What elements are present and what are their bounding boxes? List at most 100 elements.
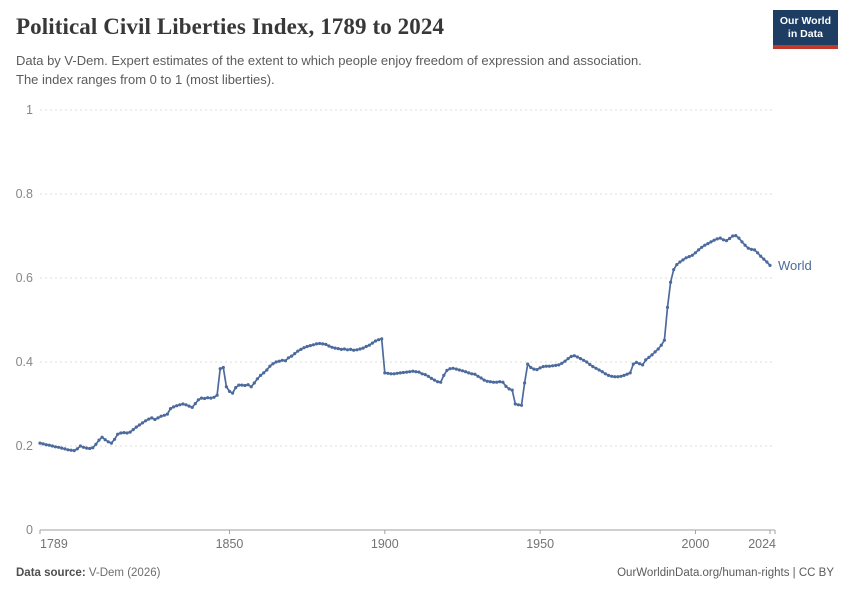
chart-title: Political Civil Liberties Index, 1789 to… <box>16 14 445 39</box>
data-point <box>510 388 514 392</box>
data-point <box>625 372 629 376</box>
data-point <box>78 444 82 448</box>
data-point <box>743 243 747 247</box>
data-point <box>224 385 228 389</box>
data-point <box>392 372 396 376</box>
data-point <box>280 358 284 362</box>
data-point <box>445 368 449 372</box>
data-point <box>237 383 241 387</box>
data-point <box>665 305 670 309</box>
data-point <box>591 365 595 369</box>
x-tick-label-2024: 2024 <box>748 537 776 551</box>
data-point <box>457 368 461 372</box>
data-point <box>628 371 632 375</box>
data-point <box>212 395 216 399</box>
data-point <box>209 396 213 400</box>
data-point <box>125 431 129 435</box>
data-point <box>669 280 673 284</box>
data-point <box>187 404 191 408</box>
data-point <box>358 347 362 351</box>
data-point <box>721 238 726 242</box>
data-point <box>345 348 350 352</box>
data-point <box>538 366 542 370</box>
data-point <box>168 407 173 411</box>
data-point <box>255 377 259 381</box>
data-point <box>389 372 393 376</box>
footer-attribution-link[interactable]: OurWorldinData.org/human-rights | CC BY <box>617 567 834 579</box>
data-point <box>231 391 235 395</box>
data-point <box>551 364 555 368</box>
data-point <box>97 438 101 442</box>
data-point <box>495 380 499 384</box>
data-point <box>103 438 107 442</box>
data-point <box>547 364 552 368</box>
owid-logo[interactable]: Our World in Data <box>772 10 838 49</box>
data-point <box>728 236 732 241</box>
data-point <box>759 254 763 258</box>
data-point <box>479 376 483 380</box>
data-point <box>190 405 194 409</box>
data-point <box>594 366 598 370</box>
data-point <box>731 234 735 238</box>
logo-line-1: Our World <box>779 15 831 27</box>
data-point <box>134 425 138 429</box>
data-point <box>700 245 704 249</box>
data-point <box>330 345 334 349</box>
data-point <box>290 354 294 358</box>
data-point <box>504 384 508 388</box>
data-point <box>513 402 517 406</box>
data-point <box>653 350 657 354</box>
data-point <box>172 405 176 409</box>
data-point <box>296 349 300 353</box>
series-markers-world <box>38 234 772 453</box>
y-tick-label-0.2: 0.2 <box>16 439 33 453</box>
data-point <box>94 442 98 446</box>
series-end-label-world: World <box>778 258 812 273</box>
data-point <box>184 403 188 407</box>
data-point <box>768 263 772 267</box>
data-point <box>262 371 266 375</box>
data-point <box>44 443 48 447</box>
subtitle-line-1: Data by V-Dem. Expert estimates of the e… <box>16 53 642 68</box>
data-point <box>432 378 437 382</box>
data-point <box>193 402 197 406</box>
data-point <box>637 362 642 366</box>
data-point <box>600 370 604 374</box>
data-point <box>373 339 378 343</box>
x-tick-label-1789: 1789 <box>40 537 68 551</box>
data-point <box>274 360 278 364</box>
data-point <box>286 356 291 360</box>
data-source-value: V-Dem (2026) <box>85 567 161 579</box>
data-point <box>706 242 710 246</box>
data-point <box>218 367 222 371</box>
data-point <box>137 423 141 427</box>
data-point <box>697 248 701 252</box>
data-point <box>47 443 51 447</box>
data-point <box>324 342 328 346</box>
data-point <box>622 373 626 377</box>
data-point <box>153 417 157 422</box>
data-point <box>563 359 567 363</box>
data-point <box>75 447 79 451</box>
data-point <box>482 378 486 382</box>
data-point <box>687 255 691 259</box>
data-point <box>72 449 76 453</box>
subtitle-line-2: The index ranges from 0 to 1 (most liber… <box>16 72 275 87</box>
data-point <box>656 347 660 351</box>
data-point <box>703 243 707 247</box>
chart-subtitle: Data by V-Dem. Expert estimates of the e… <box>16 51 642 89</box>
data-point <box>57 445 61 449</box>
data-point <box>342 347 346 351</box>
data-point <box>737 236 741 240</box>
data-point <box>535 368 539 372</box>
data-point <box>265 368 269 372</box>
data-point <box>181 402 185 406</box>
data-point <box>311 343 315 347</box>
data-point <box>88 446 92 451</box>
data-point <box>364 344 368 349</box>
data-point <box>532 367 536 371</box>
data-point <box>523 381 527 385</box>
data-point <box>690 253 694 257</box>
data-point <box>718 236 722 240</box>
data-point <box>60 446 64 450</box>
